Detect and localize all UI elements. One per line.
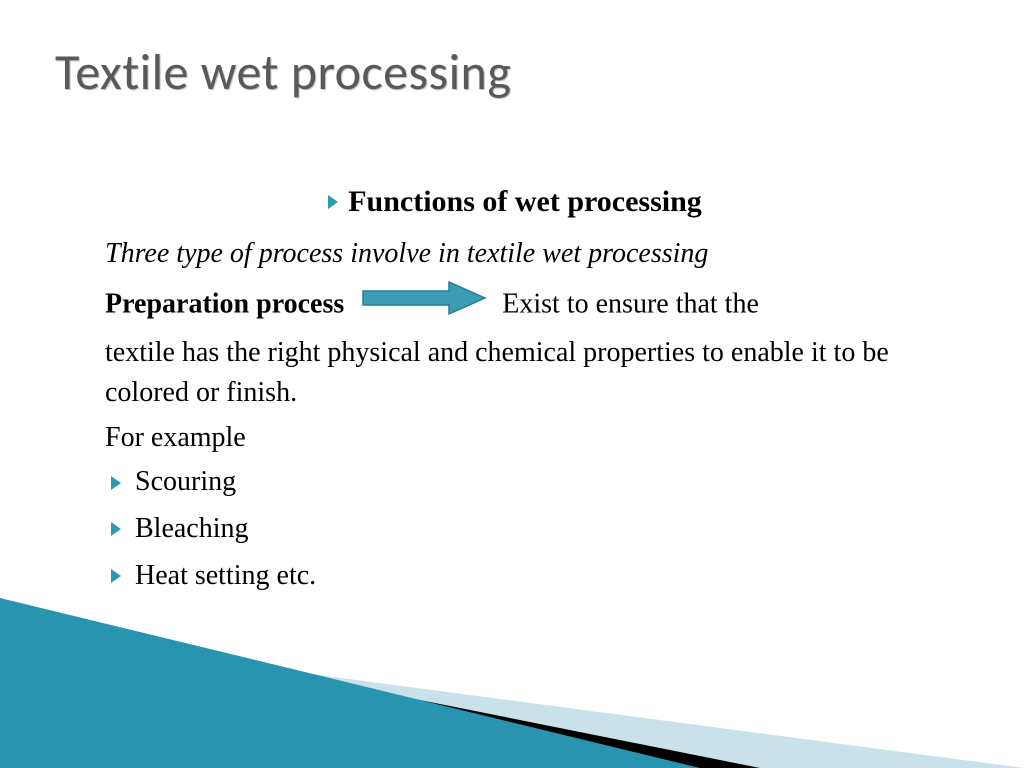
example-label: For example <box>105 418 925 459</box>
list-item: Bleaching <box>111 509 925 550</box>
list-item-label: Heat setting etc. <box>135 556 316 597</box>
subheading-text: Functions of wet processing <box>348 180 702 224</box>
arrow-icon <box>361 280 489 329</box>
slide: Textile wet processing Functions of wet … <box>0 0 1024 768</box>
list-item-label: Scouring <box>135 462 236 503</box>
slide-body: Functions of wet processing Three type o… <box>105 180 925 602</box>
decor-teal-triangle <box>0 598 700 768</box>
triangle-bullet-icon <box>111 522 121 536</box>
list-item-label: Bleaching <box>135 509 249 550</box>
decor-black-triangle <box>0 616 760 768</box>
triangle-bullet-icon <box>111 569 121 583</box>
example-list: Scouring Bleaching Heat setting etc. <box>111 462 925 596</box>
preparation-desc-rest: textile has the right physical and chemi… <box>105 337 889 409</box>
preparation-desc-first-line: Exist to ensure that the <box>502 289 759 320</box>
preparation-label: Preparation process <box>105 289 344 320</box>
decor-light-triangle <box>0 633 1024 768</box>
list-item: Heat setting etc. <box>111 556 925 597</box>
preparation-paragraph: Preparation process Exist to ensure that… <box>105 280 925 414</box>
slide-title: Textile wet processing <box>55 42 511 103</box>
triangle-bullet-icon <box>328 195 338 209</box>
arrow-shape <box>363 282 485 314</box>
list-item: Scouring <box>111 462 925 503</box>
intro-text: Three type of process involve in textile… <box>105 234 925 275</box>
subheading-row: Functions of wet processing <box>105 180 925 224</box>
triangle-bullet-icon <box>111 476 121 490</box>
